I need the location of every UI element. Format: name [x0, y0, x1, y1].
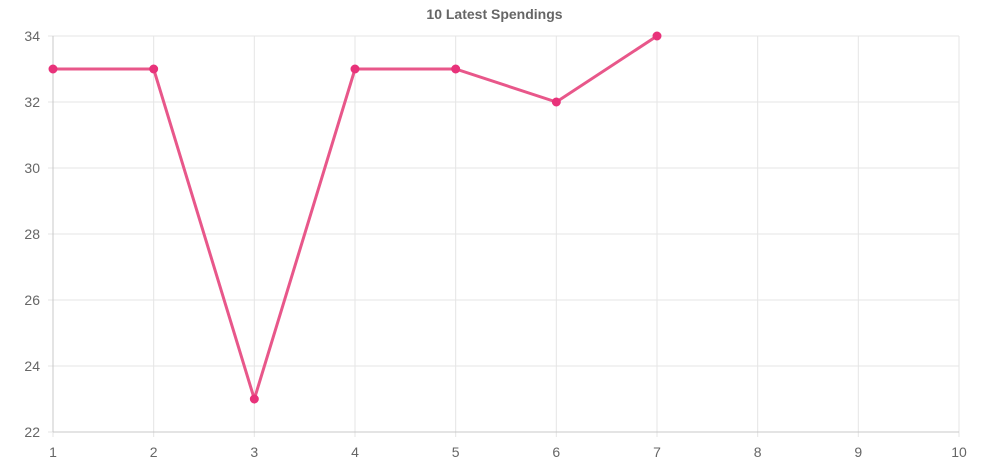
x-tick-label: 9	[854, 444, 862, 460]
gridlines	[48, 35, 960, 437]
x-tick-label: 3	[250, 444, 258, 460]
x-tick-label: 6	[552, 444, 560, 460]
y-tick-label: 30	[24, 160, 40, 176]
data-point[interactable]	[149, 64, 159, 74]
x-tick-label: 7	[653, 444, 661, 460]
y-tick-label: 34	[24, 28, 40, 44]
x-tick-label: 5	[452, 444, 460, 460]
data-point[interactable]	[249, 394, 259, 404]
x-tick-label: 10	[951, 444, 967, 460]
y-tick-label: 24	[24, 358, 40, 374]
x-tick-label: 1	[49, 444, 57, 460]
data-point[interactable]	[48, 64, 58, 74]
data-point[interactable]	[652, 31, 662, 41]
data-points	[48, 31, 662, 404]
y-tick-label: 32	[24, 94, 40, 110]
data-point[interactable]	[551, 97, 561, 107]
chart-title: 10 Latest Spendings	[426, 6, 563, 22]
x-tick-label: 4	[351, 444, 359, 460]
x-tick-label: 2	[150, 444, 158, 460]
data-point[interactable]	[451, 64, 461, 74]
y-tick-label: 22	[24, 424, 40, 440]
y-tick-label: 28	[24, 226, 40, 242]
x-tick-label: 8	[754, 444, 762, 460]
data-point[interactable]	[350, 64, 360, 74]
y-tick-label: 26	[24, 292, 40, 308]
